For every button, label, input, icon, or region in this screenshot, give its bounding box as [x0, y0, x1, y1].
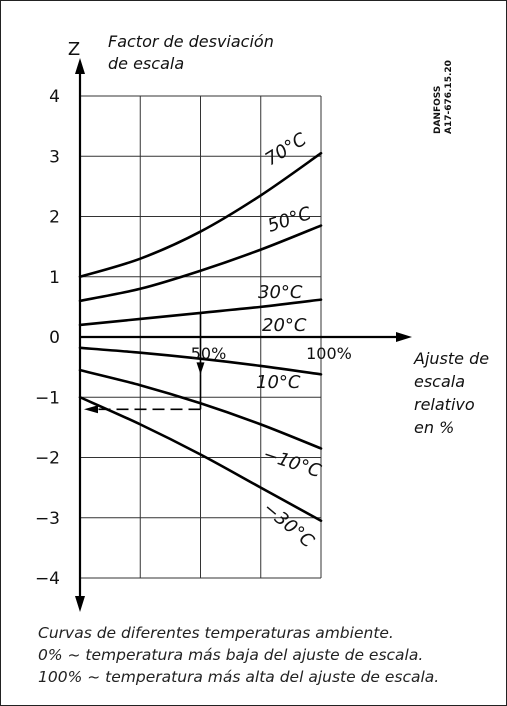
y-tick-label: −3 — [35, 509, 60, 529]
y-tick-label: −2 — [35, 449, 60, 469]
y-tick-label: 1 — [49, 268, 60, 288]
caption-line: 0% ~ temperatura más baja del ajuste de … — [38, 646, 424, 664]
caption-line: 100% ~ temperatura más alta del ajuste d… — [38, 668, 440, 686]
series-line — [78, 224, 323, 303]
y-tick-label: 4 — [49, 87, 60, 107]
x-axis-title: Ajuste de — [413, 349, 489, 368]
y-tick-label: 0 — [49, 328, 60, 348]
caption: Curvas de diferentes temperaturas ambien… — [38, 622, 498, 688]
series-line — [78, 395, 323, 523]
y-axis-arrow-down — [75, 596, 85, 612]
caption-line: Curvas de diferentes temperaturas ambien… — [38, 624, 394, 642]
x-axis-title: escala — [414, 372, 465, 391]
x-axis-arrow — [396, 332, 412, 342]
chart-labels: 4 3 2 1 0 −1 −2 −3 −4 50% 100% Z Factor de desviació… — [35, 32, 489, 589]
y-tick-label: −1 — [35, 388, 60, 408]
series-label: −30°C — [259, 498, 318, 553]
annotation-arrowhead-left — [84, 405, 98, 414]
series-label: 10°C — [256, 372, 301, 393]
series-label: 30°C — [258, 282, 303, 303]
watermark-text: DANFOSS — [433, 86, 443, 134]
series-label: −10°C — [260, 444, 324, 483]
y-axis-description: Factor de desviación — [108, 32, 274, 51]
x-tick-label: 100% — [306, 344, 352, 363]
x-axis-title: relativo — [414, 395, 475, 414]
y-axis-title: Z — [68, 39, 80, 60]
x-axis-title: en % — [414, 418, 454, 437]
x-tick-label: 50% — [191, 344, 227, 363]
series-label: 20°C — [262, 315, 307, 336]
y-tick-label: 2 — [49, 208, 60, 228]
axes — [75, 58, 412, 612]
series-line — [78, 151, 323, 279]
y-axis-arrow-up — [75, 58, 85, 74]
y-axis-description: de escala — [108, 54, 184, 73]
series — [78, 151, 323, 523]
annotation-arrowhead-down — [196, 362, 205, 375]
series-label: 70°C — [262, 129, 311, 171]
y-tick-label: −4 — [35, 569, 60, 589]
watermark: DANFOSS A17-676.15.20 — [433, 60, 454, 134]
watermark-text: A17-676.15.20 — [444, 60, 454, 134]
y-tick-label: 3 — [49, 147, 60, 167]
